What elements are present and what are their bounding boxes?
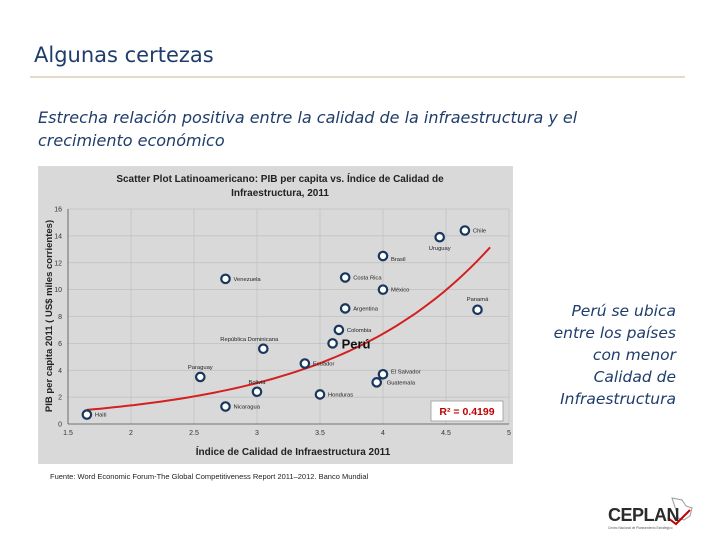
data-points: Haiti Nicaragua Paraguay Bolivia Honduras Rep…: [81, 225, 489, 420]
point-label: Costa Rica: [353, 276, 382, 282]
side-note-line-2: entre los países: [553, 324, 676, 342]
point-marker: [371, 377, 382, 388]
side-note-line-1: Perú se ubica: [571, 302, 676, 320]
point-marker: [333, 324, 345, 336]
point-marker: [81, 409, 93, 420]
y-tick-label: 8: [58, 314, 62, 321]
y-tick-label: 14: [54, 233, 62, 240]
point-label: Haiti: [95, 413, 107, 419]
logo-check-icon: [667, 509, 691, 526]
x-tick-label: 5: [507, 430, 511, 437]
scatter-chart: Scatter Plot Latinoamericano: PIB per ca…: [38, 166, 513, 464]
point-label: Panamá: [467, 297, 489, 303]
point-label: Bolivia: [248, 380, 266, 386]
r2-box: R² = 0.4199: [430, 400, 504, 422]
trend-curve: [86, 246, 491, 411]
logo-subtext: Centro Nacional de Planeamiento Estratég…: [608, 526, 673, 530]
point-label: Paraguay: [188, 365, 213, 371]
x-tick-label: 2: [129, 430, 133, 437]
x-tick-label: 4.5: [441, 430, 451, 437]
y-tick-label: 2: [58, 395, 62, 402]
source-note: Fuente: Word Economic Forum-The Global C…: [50, 472, 369, 481]
x-axis-label: Índice de Calidad de Infraestructura 201…: [196, 445, 391, 458]
logo-text: CEPLAN: [608, 505, 679, 525]
chart-title-line-1: Scatter Plot Latinoamericano: PIB per ca…: [116, 172, 444, 185]
side-note-line-4: Calidad de: [593, 368, 676, 386]
point-marker: [434, 231, 445, 243]
point-marker: [472, 304, 483, 316]
chart-axes: 1.5 2 2.5 3 3.5 4 4.5 5 0 2 4 6 8 10 12 14 16: [54, 207, 511, 438]
point-marker: [377, 368, 389, 380]
point-label-highlight: Perú: [342, 336, 371, 351]
point-marker: [339, 272, 351, 283]
x-tick-label: 1.5: [63, 430, 73, 437]
y-tick-label: 10: [54, 287, 62, 294]
point-marker: [327, 338, 338, 349]
x-tick-label: 4: [381, 430, 385, 437]
y-tick-label: 12: [54, 260, 62, 267]
point-label: El Salvador: [391, 369, 421, 375]
point-marker: [195, 371, 206, 383]
point-marker: [220, 273, 231, 285]
point-label: República Dominicana: [220, 337, 279, 343]
side-note-line-5: Infraestructura: [560, 390, 676, 408]
point-label: México: [391, 288, 409, 294]
point-marker: [258, 343, 269, 355]
x-tick-label: 2.5: [189, 430, 199, 437]
y-tick-label: 0: [58, 422, 62, 429]
y-axis-label: PIB per capita 2011 ( US$ miles corrient…: [44, 220, 55, 412]
y-tick-label: 6: [58, 341, 62, 348]
point-label: Venezuela: [234, 277, 262, 283]
x-tick-label: 3.5: [315, 430, 325, 437]
point-label: Honduras: [328, 392, 353, 398]
title-divider: [30, 76, 685, 78]
point-label: Argentina: [353, 306, 379, 312]
x-tick-label: 3: [255, 430, 259, 437]
point-marker: [299, 358, 311, 369]
ceplan-logo: CEPLAN Centro Nacional de Planeamiento E…: [608, 497, 693, 530]
y-tick-label: 4: [58, 368, 62, 375]
point-marker: [377, 284, 389, 295]
side-note: Perú se ubica entre los países con menor…: [544, 300, 676, 410]
point-label: Nicaragua: [234, 405, 261, 411]
point-marker: [459, 225, 471, 236]
page-subtitle: Estrecha relación positiva entre la cali…: [38, 108, 578, 150]
point-label: Brasil: [391, 257, 406, 263]
point-label: Guatemala: [387, 380, 416, 386]
point-label: Chile: [473, 229, 486, 235]
chart-title-line-2: Infraestructura, 2011: [231, 188, 329, 199]
point-marker: [314, 389, 326, 400]
page-title: Algunas certezas: [34, 43, 214, 67]
side-note-line-3: con menor: [592, 346, 676, 364]
point-label: Uruguay: [429, 246, 451, 252]
point-marker: [377, 250, 389, 262]
logo-map-icon: [671, 497, 693, 521]
point-label: Colombia: [347, 328, 372, 334]
point-marker: [220, 401, 231, 412]
r2-label: R² = 0.4199: [439, 406, 494, 418]
point-marker: [339, 303, 351, 314]
point-label: Ecuador: [313, 362, 335, 368]
y-tick-label: 16: [54, 207, 62, 214]
trend-line: [86, 246, 491, 411]
point-marker: [251, 386, 263, 398]
